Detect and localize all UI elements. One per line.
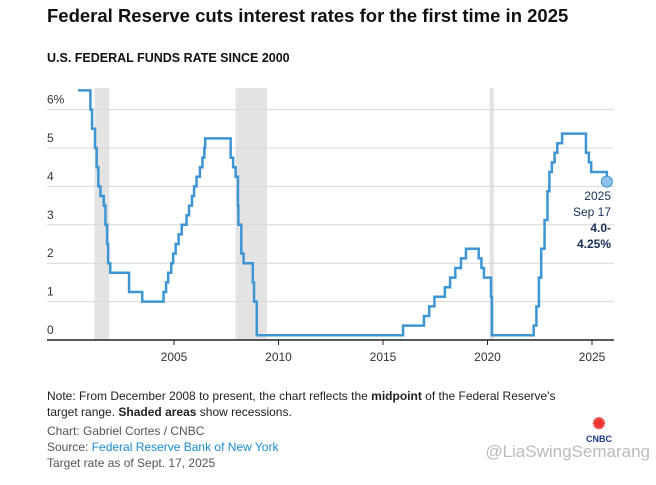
note-text: show recessions. [196, 405, 292, 419]
source-link[interactable]: Federal Reserve Bank of New York [91, 440, 279, 454]
chart-credit: Chart: Gabriel Cortes / CNBC [47, 424, 205, 438]
x-tick-label: 2005 [161, 350, 188, 364]
recession-band [489, 88, 494, 340]
chart-note: Note: From December 2008 to present, the… [47, 388, 567, 420]
note-text: Note: From December 2008 to present, the… [47, 389, 372, 403]
peacock-icon: ✺ [592, 416, 606, 433]
x-tick-label: 2020 [474, 350, 501, 364]
x-tick-label: 2010 [265, 350, 292, 364]
x-tick-label: 2025 [579, 350, 606, 364]
note-bold-midpoint: midpoint [371, 389, 422, 403]
chart-source: Source: Federal Reserve Bank of New York [47, 440, 278, 454]
note-bold-shaded: Shaded areas [118, 405, 197, 419]
annotation-label: 4.25% [577, 237, 611, 251]
recession-band [94, 88, 110, 340]
x-tick-label: 2015 [370, 350, 397, 364]
y-tick-label: 6% [47, 93, 65, 107]
y-tick-label: 2 [47, 246, 54, 260]
annotation-label: 2025 [584, 189, 611, 203]
end-point-marker [600, 175, 613, 188]
cnbc-logo: ✺ CNBC [586, 414, 612, 444]
as-of-date: Target rate as of Sept. 17, 2025 [47, 456, 216, 470]
annotation-label: Sep 17 [573, 205, 611, 219]
chart-subtitle: U.S. FEDERAL FUNDS RATE SINCE 2000 [47, 51, 290, 65]
watermark: @LiaSwingSemarang [485, 442, 650, 461]
chart-title: Federal Reserve cuts interest rates for … [47, 5, 569, 26]
source-label: Source: [47, 440, 92, 454]
y-tick-label: 5 [47, 131, 54, 145]
y-tick-label: 3 [47, 208, 54, 222]
annotation-label: 4.0- [590, 221, 611, 235]
y-tick-label: 1 [47, 285, 54, 299]
logo-text: CNBC [586, 434, 612, 444]
y-tick-label: 0 [47, 323, 54, 337]
y-tick-label: 4 [47, 169, 54, 183]
recession-band [235, 88, 268, 340]
note-text: of the Federal Reserve's target range. [47, 389, 556, 419]
rate-line [77, 89, 609, 337]
